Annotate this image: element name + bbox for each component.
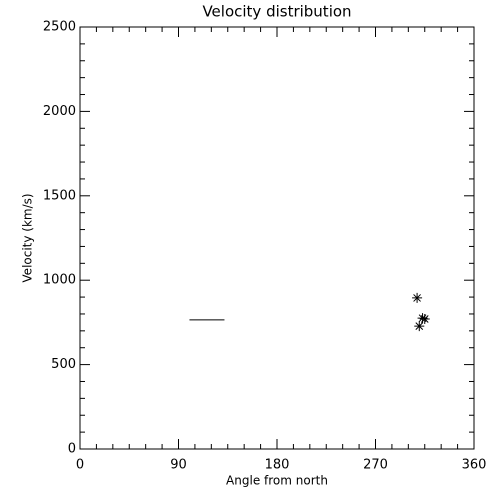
x-tick-label: 90 bbox=[170, 458, 187, 473]
x-tick-label: 0 bbox=[76, 458, 84, 473]
star-marker bbox=[419, 314, 430, 325]
star-marker bbox=[417, 313, 428, 324]
y-tick-label: 0 bbox=[68, 442, 76, 457]
star-marker bbox=[412, 292, 423, 303]
x-axis-label: Angle from north bbox=[226, 474, 328, 488]
y-tick-label: 1500 bbox=[43, 188, 76, 203]
star-marker bbox=[414, 321, 425, 332]
x-tick-label: 270 bbox=[363, 458, 388, 473]
y-tick-label: 2000 bbox=[43, 104, 76, 119]
y-axis-label: Velocity (km/s) bbox=[21, 193, 35, 282]
chart-title: Velocity distribution bbox=[202, 3, 351, 21]
y-tick-label: 2500 bbox=[43, 20, 76, 35]
y-tick-label: 1000 bbox=[43, 273, 76, 288]
x-tick-label: 180 bbox=[265, 458, 290, 473]
x-tick-label: 360 bbox=[462, 458, 487, 473]
y-tick-label: 500 bbox=[51, 357, 76, 372]
